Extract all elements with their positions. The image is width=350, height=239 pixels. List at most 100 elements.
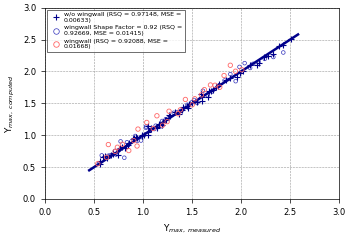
Point <box>208 83 213 87</box>
Point <box>100 155 106 159</box>
Point <box>175 110 180 114</box>
Point <box>143 126 149 130</box>
Point <box>208 89 214 93</box>
Point <box>121 156 127 160</box>
Point <box>256 60 261 64</box>
Point <box>146 133 151 136</box>
Point <box>104 155 109 159</box>
Point <box>152 127 157 131</box>
Point <box>95 162 100 166</box>
Point <box>110 152 116 155</box>
Point <box>223 79 229 82</box>
Point <box>288 37 294 41</box>
Point <box>112 149 118 153</box>
Point <box>140 134 145 138</box>
Point <box>160 123 165 127</box>
Point <box>213 85 218 88</box>
Point <box>148 127 154 131</box>
Point <box>237 71 243 75</box>
Point <box>186 102 192 106</box>
Point <box>113 152 119 156</box>
Point <box>120 145 125 149</box>
Point <box>144 120 149 124</box>
Y-axis label: Y$_{max,\ computed}$: Y$_{max,\ computed}$ <box>4 74 17 133</box>
Point <box>222 79 228 82</box>
Point <box>108 153 114 157</box>
Point <box>145 130 151 134</box>
Point <box>180 108 185 112</box>
Point <box>191 98 197 102</box>
Point <box>125 143 131 147</box>
Point <box>189 100 195 104</box>
Point <box>228 63 233 67</box>
Point <box>186 106 191 109</box>
Point <box>216 82 222 86</box>
Point <box>135 139 140 143</box>
Point <box>205 93 210 97</box>
Point <box>115 153 121 157</box>
Point <box>120 142 125 146</box>
Point <box>176 113 181 116</box>
Point <box>124 140 130 144</box>
Point <box>143 125 149 128</box>
Point <box>237 65 242 69</box>
Point <box>206 89 212 93</box>
Point <box>99 153 105 157</box>
Point <box>271 52 276 56</box>
Point <box>98 159 103 163</box>
Point <box>159 119 165 123</box>
Point <box>254 63 260 66</box>
Point <box>276 44 282 48</box>
Legend: w/o wingwall (RSQ = 0.97148, MSE =
0.00633), wingwall Shape Factor = 0.92 (RSQ =: w/o wingwall (RSQ = 0.97148, MSE = 0.006… <box>47 10 184 52</box>
Point <box>257 61 262 65</box>
Point <box>265 54 271 58</box>
Point <box>159 123 164 126</box>
Point <box>280 43 286 47</box>
Point <box>139 133 145 137</box>
Point <box>234 75 239 79</box>
Point <box>239 68 245 72</box>
Point <box>154 126 160 130</box>
Point <box>183 98 188 101</box>
Point <box>138 139 144 142</box>
Point <box>171 111 176 115</box>
Point <box>184 104 190 108</box>
Point <box>217 83 222 87</box>
Point <box>118 140 124 143</box>
Point <box>103 154 108 158</box>
Point <box>228 72 233 76</box>
Point <box>154 114 160 118</box>
Point <box>189 103 195 107</box>
Point <box>141 133 146 137</box>
Point <box>209 90 215 93</box>
Point <box>159 124 164 128</box>
Point <box>199 93 204 97</box>
Point <box>163 117 169 121</box>
Point <box>175 112 181 116</box>
Point <box>110 152 116 156</box>
Point <box>247 63 253 67</box>
Point <box>122 147 128 150</box>
Point <box>184 103 190 107</box>
Point <box>155 125 160 129</box>
Point <box>189 101 195 104</box>
Point <box>262 57 267 61</box>
Point <box>192 97 198 101</box>
Point <box>150 127 156 130</box>
Point <box>271 55 276 59</box>
Point <box>106 143 111 147</box>
Point <box>210 88 216 92</box>
Point <box>250 62 256 66</box>
Point <box>112 150 118 153</box>
Point <box>132 136 137 140</box>
Point <box>153 124 159 128</box>
Point <box>212 83 218 87</box>
Point <box>247 66 253 70</box>
Point <box>240 69 246 72</box>
Point <box>180 105 186 109</box>
Point <box>205 95 211 98</box>
Point <box>202 88 207 92</box>
Point <box>166 109 172 113</box>
Point <box>167 114 173 118</box>
Point <box>228 76 233 80</box>
